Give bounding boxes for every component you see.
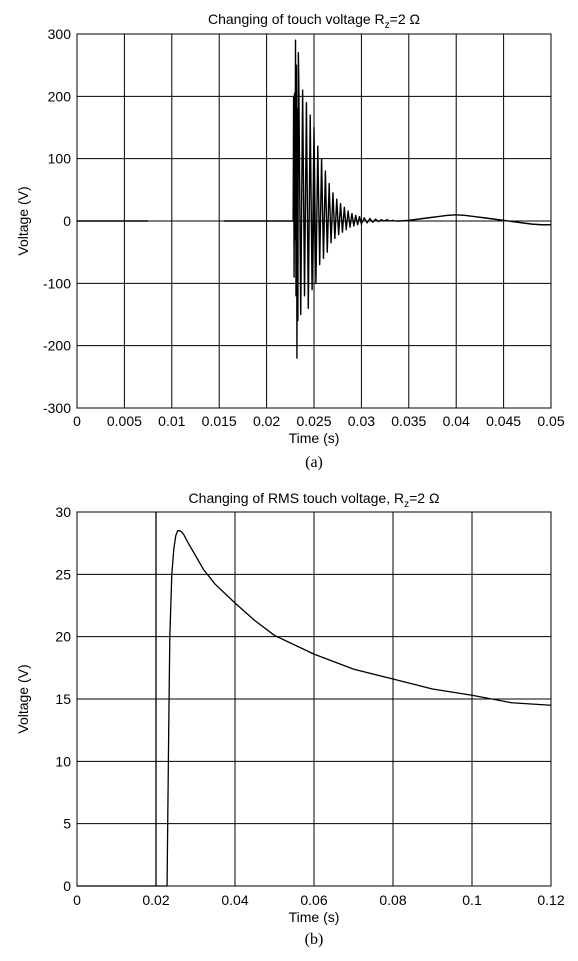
chart-a-y-tick-label: 0 xyxy=(63,213,71,229)
chart-b-y-axis-label: Voltage (V) xyxy=(15,664,31,733)
chart-a-y-tick-label: 100 xyxy=(48,151,72,167)
chart-b-series-line xyxy=(77,530,552,887)
chart-a: 0 0.005 0.01 0.015 0.02 0.025 0.03 0.035 0.04 0.0… xyxy=(15,11,565,471)
chart-a-y-tick-label: -200 xyxy=(43,338,71,354)
chart-b-caption: (b) xyxy=(305,931,324,948)
chart-b-y-tick-label: 30 xyxy=(55,504,71,520)
chart-b-y-tick-label: 15 xyxy=(55,691,71,707)
chart-a-plot-frame xyxy=(76,33,552,409)
chart-a-x-tick-label: 0.015 xyxy=(202,413,237,429)
chart-a-x-axis-label: Time (s) xyxy=(289,430,340,446)
chart-a-tick-labels: 0 0.005 0.01 0.015 0.02 0.025 0.03 0.035 0.04 0.0… xyxy=(43,26,565,429)
chart-b-x-tick-label: 0.02 xyxy=(142,892,169,908)
chart-b-tick-labels: 0 0.02 0.04 0.06 0.08 0.1 0.12 0 5 10 15 20 25 30 xyxy=(55,504,564,908)
chart-a-y-tick-label: 300 xyxy=(48,26,72,42)
chart-b-y-tick-label: 10 xyxy=(55,753,71,769)
chart-a-y-tick-label: -300 xyxy=(43,400,71,416)
chart-b: 0 0.02 0.04 0.06 0.08 0.1 0.12 0 5 10 15 20 25 30 Cha… xyxy=(15,490,565,948)
chart-b-x-tick-label: 0 xyxy=(73,892,81,908)
chart-a-x-tick-label: 0.02 xyxy=(253,413,280,429)
chart-a-x-tick-label: 0.03 xyxy=(348,413,375,429)
chart-a-x-tick-label: 0.01 xyxy=(158,413,185,429)
chart-b-y-tick-label: 20 xyxy=(55,629,71,645)
chart-b-x-axis-label: Time (s) xyxy=(289,909,340,925)
chart-b-traces xyxy=(77,512,552,887)
chart-b-title: Changing of RMS touch voltage, Rz=2 Ω xyxy=(189,490,440,510)
chart-b-y-tick-label: 5 xyxy=(63,816,71,832)
chart-b-x-tick-label: 0.12 xyxy=(537,892,564,908)
chart-b-plot-frame xyxy=(76,511,552,887)
chart-a-x-tick-label: 0.005 xyxy=(107,413,142,429)
chart-a-x-tick-label: 0.04 xyxy=(443,413,470,429)
chart-b-x-tick-label: 0.1 xyxy=(462,892,482,908)
chart-b-x-tick-label: 0.06 xyxy=(300,892,327,908)
chart-a-x-tick-label: 0.025 xyxy=(296,413,331,429)
chart-a-y-tick-label: -100 xyxy=(43,275,71,291)
chart-b-grid xyxy=(76,511,552,887)
chart-a-caption: (a) xyxy=(305,454,323,471)
chart-a-series-line xyxy=(77,39,551,359)
chart-b-x-tick-label: 0.04 xyxy=(221,892,248,908)
chart-b-y-tick-label: 0 xyxy=(63,878,71,894)
chart-b-y-tick-label: 25 xyxy=(55,566,71,582)
chart-a-x-tick-label: 0.045 xyxy=(486,413,521,429)
chart-a-x-tick-label: 0 xyxy=(73,413,81,429)
chart-a-title: Changing of touch voltage Rz=2 Ω xyxy=(208,11,420,31)
chart-a-x-tick-label: 0.035 xyxy=(391,413,426,429)
chart-a-y-tick-label: 200 xyxy=(48,88,72,104)
chart-a-x-tick-label: 0.05 xyxy=(537,413,564,429)
chart-b-x-tick-label: 0.08 xyxy=(379,892,406,908)
chart-a-traces xyxy=(77,39,551,359)
chart-a-y-axis-label: Voltage (V) xyxy=(15,186,31,255)
